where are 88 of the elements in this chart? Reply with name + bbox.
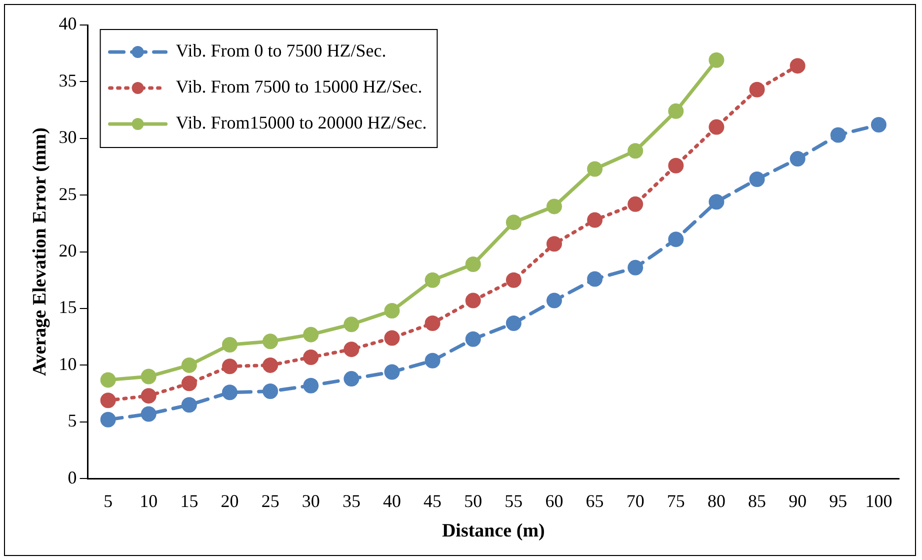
point <box>303 326 319 342</box>
point <box>506 214 522 230</box>
point <box>384 364 400 380</box>
point <box>628 196 644 212</box>
x-tick-label: 95 <box>829 491 848 512</box>
point <box>749 171 765 187</box>
point <box>546 292 562 308</box>
x-tick-label: 45 <box>424 491 442 512</box>
point <box>344 342 360 358</box>
y-tick-label: 20 <box>58 240 77 261</box>
point <box>506 315 522 331</box>
x-tick-label: 15 <box>180 491 198 512</box>
point <box>465 256 481 272</box>
point <box>628 143 644 159</box>
point <box>668 103 684 119</box>
point <box>546 236 562 252</box>
y-tick-label: 5 <box>68 410 77 431</box>
point <box>424 352 440 368</box>
x-tick-label: 35 <box>342 491 360 512</box>
x-tick-label: 10 <box>140 491 158 512</box>
point <box>262 384 278 400</box>
x-axis-title: Distance (m) <box>442 520 545 542</box>
point <box>181 397 197 413</box>
x-tick-label: 30 <box>302 491 320 512</box>
point <box>181 357 197 373</box>
point <box>790 58 806 74</box>
y-tick-label: 10 <box>58 354 77 374</box>
point <box>100 392 116 408</box>
legend-label: Vib. From 0 to 7500 HZ/Sec. <box>176 40 386 61</box>
point <box>222 337 238 353</box>
x-tick-label: 65 <box>586 491 604 512</box>
y-tick-label: 35 <box>58 70 77 90</box>
point <box>708 52 724 68</box>
legend-label: Vib. From 7500 to 15000 HZ/Sec. <box>176 76 422 97</box>
point <box>181 376 197 392</box>
y-tick-label: 25 <box>58 184 77 204</box>
point <box>790 151 806 167</box>
x-tick-label: 90 <box>788 491 807 512</box>
point <box>222 384 238 400</box>
x-tick-label: 100 <box>865 491 892 512</box>
x-tick-label: 20 <box>220 491 239 512</box>
y-tick-label: 30 <box>58 127 77 148</box>
point <box>546 198 562 214</box>
point <box>749 82 765 98</box>
point <box>587 271 603 287</box>
x-tick-label: 40 <box>383 491 401 512</box>
point <box>424 315 440 331</box>
y-tick-label: 40 <box>58 14 77 34</box>
x-tick-label: 75 <box>666 491 685 512</box>
point <box>344 316 360 332</box>
point <box>303 378 319 394</box>
point <box>344 371 360 387</box>
point <box>628 260 644 276</box>
y-tick-label: 15 <box>58 297 77 318</box>
point <box>384 330 400 346</box>
point <box>262 334 278 350</box>
point <box>140 368 156 384</box>
x-tick-label: 55 <box>504 491 523 512</box>
x-tick-label: 70 <box>626 491 644 512</box>
point <box>222 358 238 374</box>
point <box>465 331 481 347</box>
point <box>100 412 116 428</box>
point <box>424 272 440 288</box>
point <box>506 272 522 288</box>
x-tick-label: 25 <box>261 491 280 512</box>
point <box>708 194 724 210</box>
x-tick-label: 5 <box>104 491 113 512</box>
point <box>140 388 156 404</box>
x-tick-label: 60 <box>545 491 564 512</box>
point <box>830 127 846 143</box>
point <box>140 406 156 422</box>
point <box>587 161 603 177</box>
legend-label: Vib. From15000 to 20000 HZ/Sec. <box>176 112 427 133</box>
x-tick-label: 50 <box>464 491 482 512</box>
y-axis-title: Average Elevation Error (mm) <box>29 128 50 376</box>
point <box>303 350 319 366</box>
point <box>100 372 116 388</box>
point <box>384 303 400 319</box>
point <box>465 292 481 308</box>
point <box>262 357 278 373</box>
point <box>668 232 684 248</box>
y-tick-label: 0 <box>68 467 77 488</box>
x-tick-label: 80 <box>707 491 726 512</box>
point <box>587 212 603 228</box>
point <box>668 158 684 174</box>
point <box>708 119 724 135</box>
x-tick-label: 85 <box>748 491 766 512</box>
point <box>870 117 886 133</box>
